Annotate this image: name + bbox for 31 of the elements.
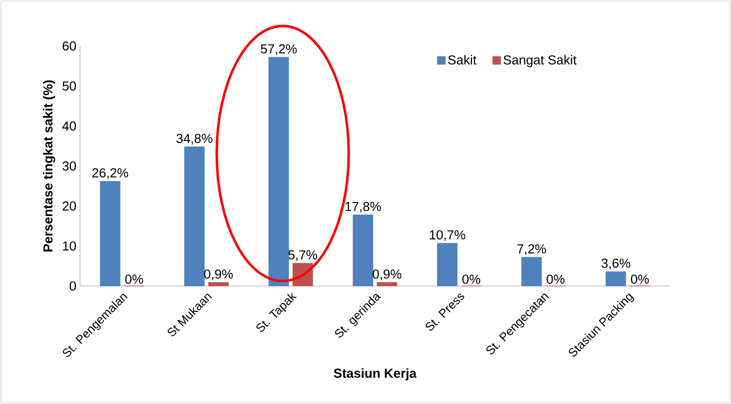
bar [606,271,626,286]
y-tick-label: 30 [62,161,76,171]
bar [268,56,289,286]
data-label: 0% [125,274,144,284]
bar [376,282,398,286]
legend-label: Sangat Sakit [503,54,576,68]
y-tick-label: 50 [62,81,76,91]
data-label: 0% [462,274,480,284]
y-axis-title: Persentase tingkat sakit (%) [42,80,56,252]
bar [521,256,542,286]
data-label: 0% [630,274,649,284]
bar [437,242,458,286]
bar [100,180,120,286]
y-tick-label: 0 [70,281,76,291]
data-label: 17,8% [346,202,381,213]
data-label: 7,2% [517,244,546,255]
y-tick-label: 10 [63,241,76,251]
data-label: 10,7% [430,230,466,241]
data-label: 3,6% [602,258,630,270]
data-label: 0% [546,274,565,284]
bar [352,214,374,286]
legend-label: Sakit [448,54,476,65]
data-label: 34,8% [176,134,212,145]
y-tick-label: 20 [62,201,76,211]
y-tick-label: 60 [62,41,76,51]
data-label: 26,2% [92,168,128,179]
bar [184,146,205,286]
x-axis-title: Stasiun Kerja [334,368,417,380]
bar [208,282,229,286]
y-tick-label: 40 [62,121,76,131]
data-label: 57,2% [260,44,297,55]
